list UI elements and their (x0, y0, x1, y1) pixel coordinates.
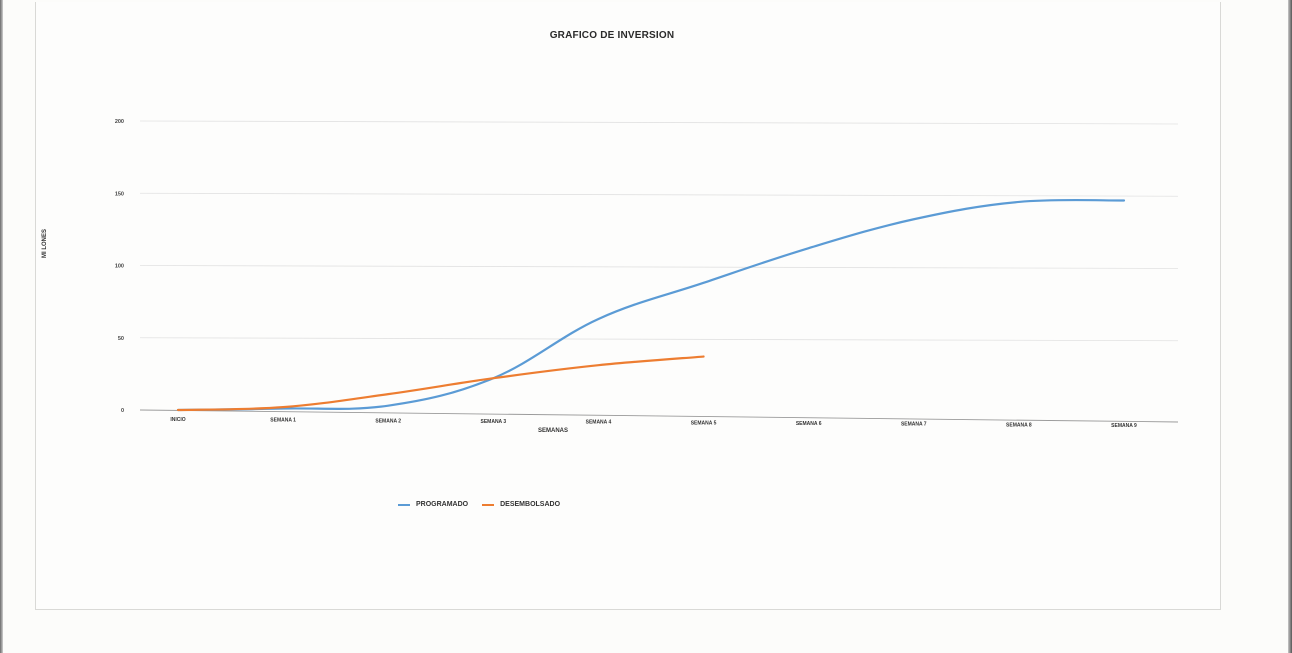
chart-title: GRAFICO DE INVERSION (549, 30, 675, 41)
gridline-200 (139, 120, 1179, 125)
x-axis-line (139, 409, 1179, 423)
series-line-desembolsado (176, 355, 705, 412)
y-tick-label: 0 (121, 408, 124, 414)
scan-edge-left (0, 0, 3, 653)
x-tick-label: SEMANA 3 (481, 419, 507, 425)
x-axis-title: SEMANAS (538, 428, 568, 434)
x-tick-label: INICIO (170, 417, 185, 423)
legend-label-desembolsado: DESEMBOLSADO (500, 501, 561, 508)
series-line-programado (176, 198, 1126, 412)
y-tick-label: 50 (118, 336, 124, 342)
legend-item-programado: PROGRAMADO (398, 501, 468, 508)
legend-item-desembolsado: DESEMBOLSADO (482, 501, 560, 508)
y-tick-label: 150 (115, 191, 124, 197)
x-tick-label: SEMANA 4 (586, 420, 612, 426)
chart-legend: PROGRAMADO DESEMBOLSADO (398, 501, 560, 508)
gridline-150 (139, 192, 1179, 197)
legend-label-programado: PROGRAMADO (416, 501, 469, 508)
scan-edge-right (1288, 0, 1292, 653)
legend-swatch-programado (398, 503, 410, 506)
y-tick-label: 200 (115, 119, 124, 125)
gridline-50 (139, 337, 1179, 342)
x-tick-label: SEMANA 2 (375, 418, 401, 424)
gridline-100 (139, 265, 1179, 269)
x-tick-label: SEMANA 7 (901, 422, 927, 428)
y-tick-label: 100 (115, 264, 124, 270)
x-tick-label: SEMANA 5 (691, 420, 717, 426)
x-tick-label: SEMANA 1 (270, 418, 296, 424)
legend-swatch-desembolsado (482, 503, 495, 506)
x-tick-label: SEMANA 9 (1111, 423, 1137, 429)
x-tick-label: SEMANA 8 (1006, 422, 1032, 428)
x-tick-label: SEMANA 6 (796, 421, 822, 427)
